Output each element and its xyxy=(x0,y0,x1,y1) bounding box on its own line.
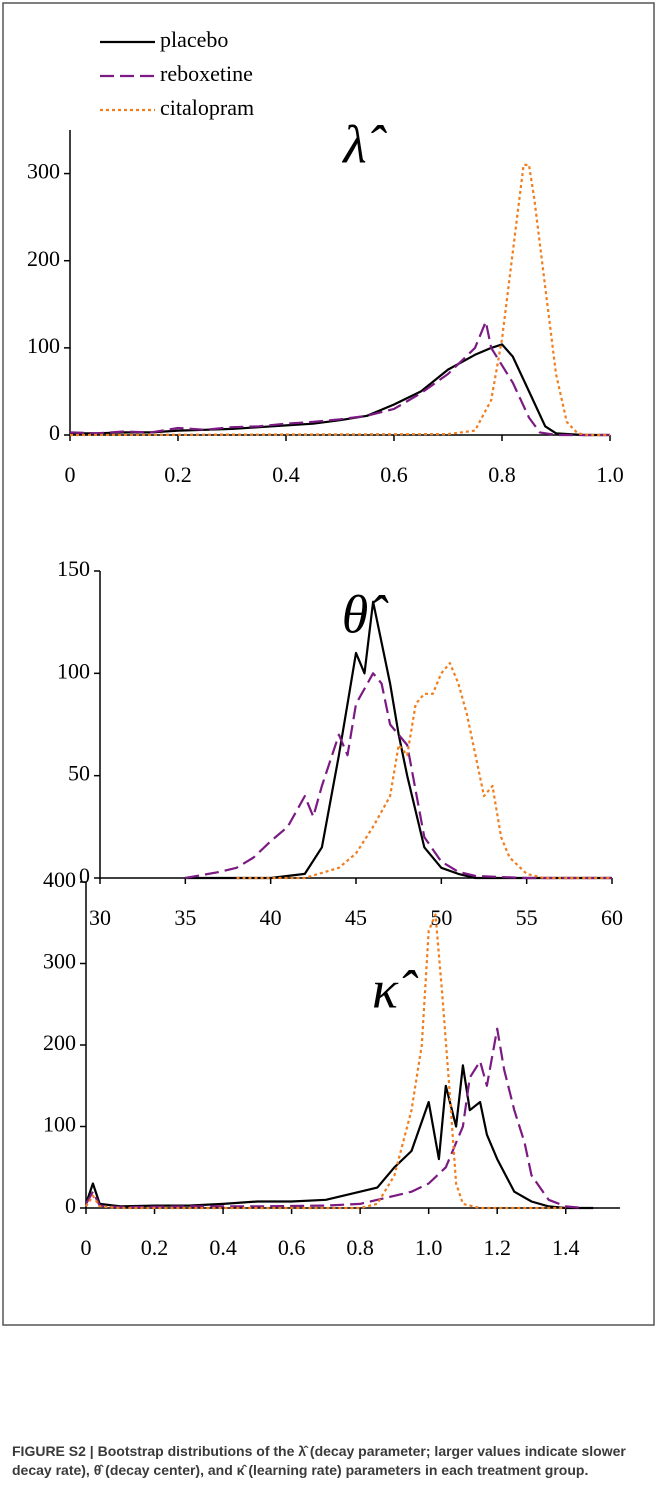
x-tick-label: 40 xyxy=(260,905,282,930)
x-tick-label: 1.0 xyxy=(415,1235,443,1260)
y-tick-label: 200 xyxy=(43,1030,76,1055)
y-tick-label: 100 xyxy=(43,1112,76,1137)
x-tick-label: 30 xyxy=(89,905,111,930)
x-tick-label: 35 xyxy=(174,905,196,930)
x-tick-label: 0.2 xyxy=(164,462,192,487)
x-tick-label: 0.4 xyxy=(209,1235,237,1260)
x-tick-label: 55 xyxy=(516,905,538,930)
series-line xyxy=(85,913,566,1210)
x-tick-label: 60 xyxy=(601,905,623,930)
y-tick-label: 0 xyxy=(65,1193,76,1218)
chart-title: κ̂ xyxy=(372,959,419,1019)
y-tick-label: 0 xyxy=(49,420,60,445)
series-line xyxy=(69,320,610,437)
y-tick-label: 100 xyxy=(57,658,90,683)
series-line xyxy=(70,343,610,437)
x-tick-label: 0 xyxy=(81,1235,92,1260)
y-tick-label: 100 xyxy=(27,333,60,358)
legend-label: reboxetine xyxy=(160,61,253,86)
y-tick-label: 0 xyxy=(79,863,90,888)
x-tick-label: 0.6 xyxy=(380,462,408,487)
y-tick-label: 150 xyxy=(57,556,90,581)
x-tick-label: 0.4 xyxy=(272,462,300,487)
y-tick-label: 300 xyxy=(27,159,60,184)
x-tick-label: 0.8 xyxy=(346,1235,374,1260)
chart-title: λ̂ xyxy=(341,114,387,174)
series-line xyxy=(185,600,612,880)
y-tick-label: 300 xyxy=(43,949,76,974)
legend-label: placebo xyxy=(160,27,228,52)
x-tick-label: 0 xyxy=(65,462,76,487)
x-tick-label: 50 xyxy=(430,905,452,930)
x-tick-label: 1.2 xyxy=(483,1235,511,1260)
x-tick-label: 0.2 xyxy=(141,1235,169,1260)
x-tick-label: 1.0 xyxy=(596,462,624,487)
x-tick-label: 0.6 xyxy=(278,1235,306,1260)
series-line xyxy=(236,662,612,880)
figure-frame xyxy=(2,2,655,1326)
series-line xyxy=(69,163,610,437)
x-tick-label: 1.4 xyxy=(552,1235,580,1260)
series-line xyxy=(84,1064,594,1210)
y-tick-label: 200 xyxy=(27,246,60,271)
chart-title: θ̂ xyxy=(342,584,390,644)
x-tick-label: 45 xyxy=(345,905,367,930)
y-tick-label: 400 xyxy=(43,867,76,892)
y-tick-label: 50 xyxy=(68,761,90,786)
figure-caption: FIGURE S2 | Bootstrap distributions of t… xyxy=(12,1443,626,1478)
legend-label: citalopram xyxy=(160,95,254,120)
x-tick-label: 0.8 xyxy=(488,462,516,487)
series-line xyxy=(185,672,612,880)
